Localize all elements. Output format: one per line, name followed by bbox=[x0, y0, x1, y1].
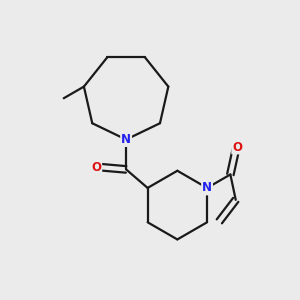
Text: O: O bbox=[232, 140, 242, 154]
Text: N: N bbox=[202, 182, 212, 194]
Text: O: O bbox=[91, 160, 101, 173]
Text: N: N bbox=[121, 133, 131, 146]
